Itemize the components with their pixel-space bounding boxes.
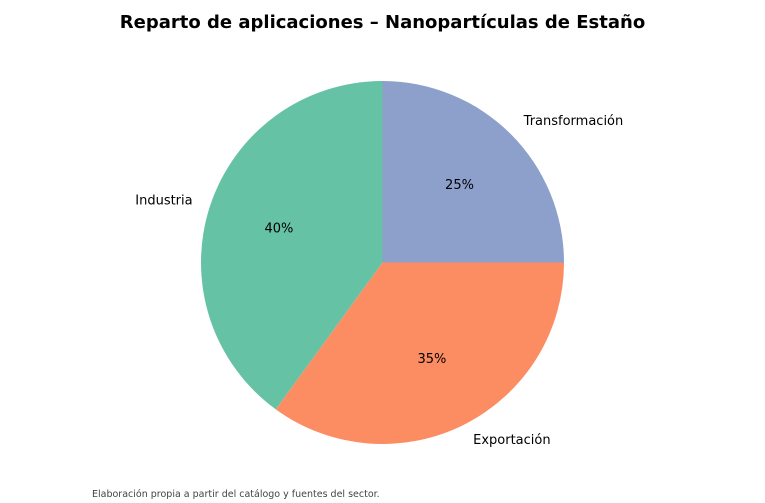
pie-percent-label-transformacion: 25% xyxy=(445,178,474,193)
pie-category-label-exportacion: Exportación xyxy=(473,433,550,448)
pie-percent-label-industria: 40% xyxy=(264,221,293,236)
source-footnote: Elaboración propia a partir del catálogo… xyxy=(92,489,380,500)
pie-category-labels: Industria Exportación Transformación xyxy=(135,114,623,448)
pie-category-label-industria: Industria xyxy=(135,193,192,208)
pie-slice-exportacion xyxy=(275,262,564,444)
pie-slices xyxy=(201,81,564,444)
pie-slice-industria xyxy=(201,81,383,410)
pie-slice-transformacion xyxy=(382,81,564,263)
pie-category-label-transformacion: Transformación xyxy=(523,114,624,129)
chart-title: Reparto de aplicaciones – Nanopartículas… xyxy=(120,12,645,33)
pie-percent-label-exportacion: 35% xyxy=(417,352,446,367)
pie-percent-labels: 40% 35% 25% xyxy=(264,178,473,367)
